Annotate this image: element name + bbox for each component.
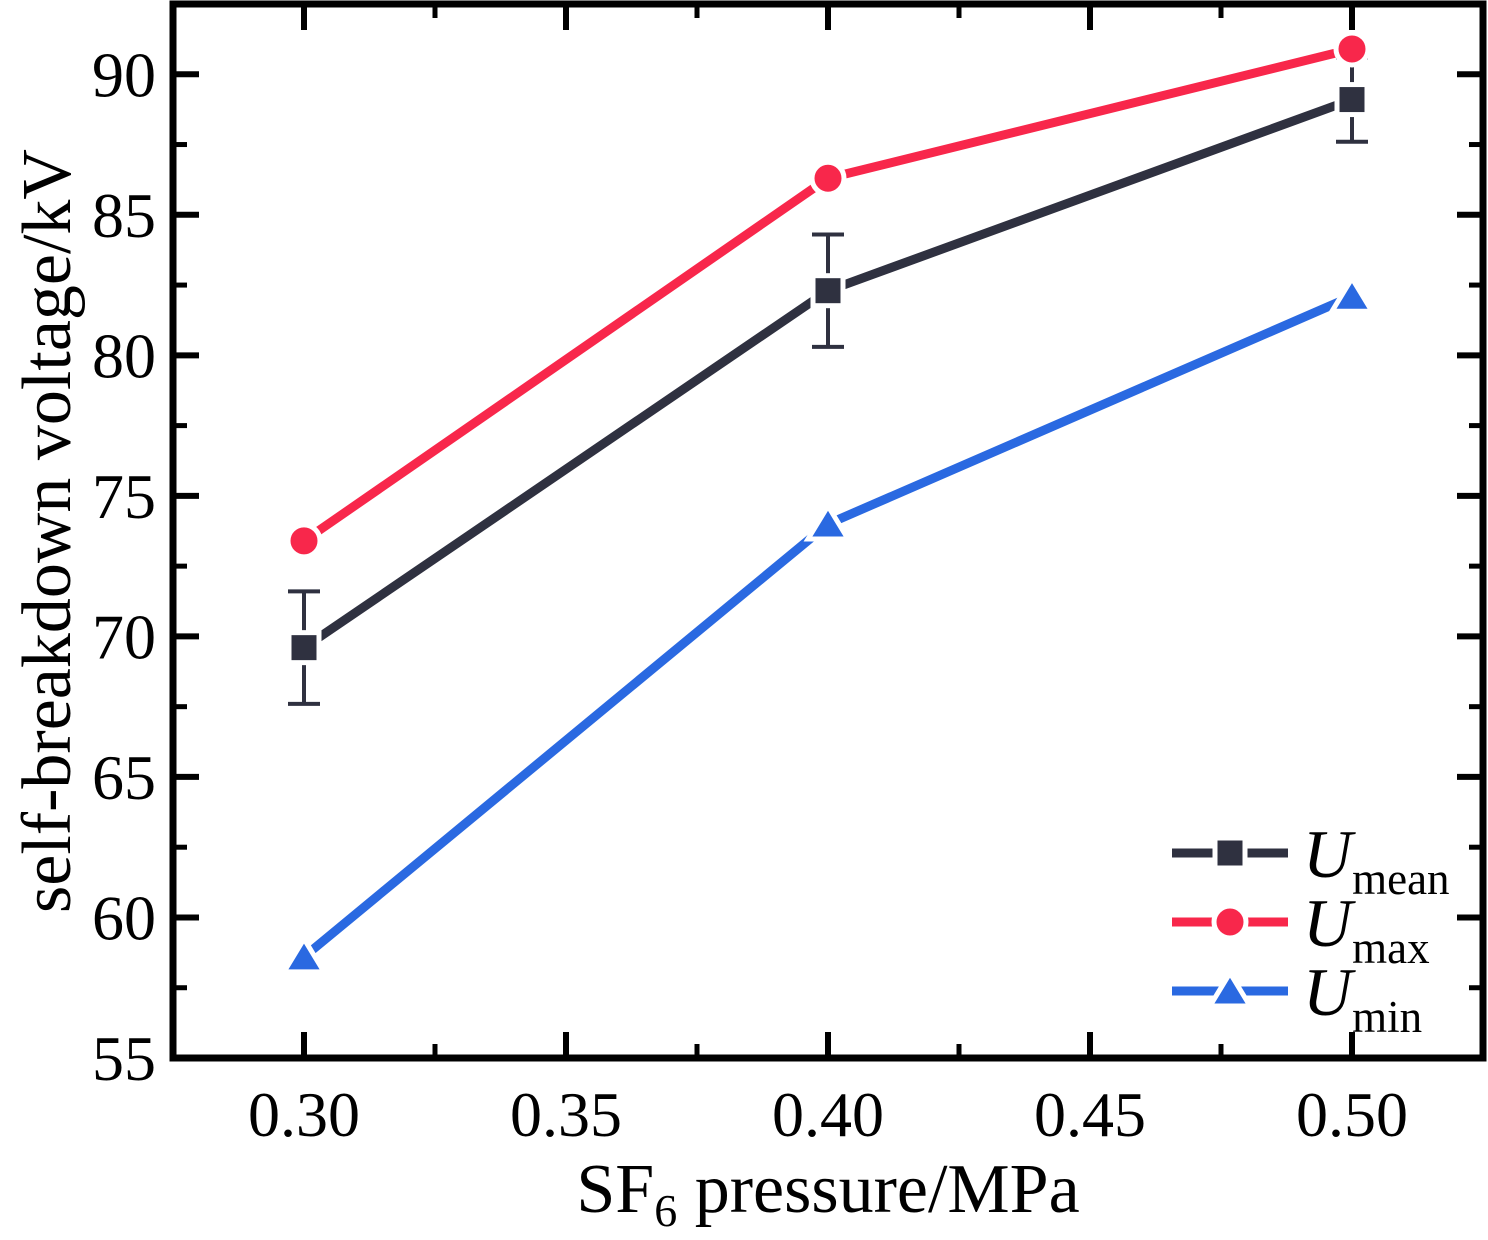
y-tick-label: 90 [92,39,156,110]
legend-label: Umean [1303,816,1450,904]
legend-square-marker [1212,835,1248,871]
y-tick-label: 75 [92,461,156,532]
plot-frame [169,0,1487,1062]
legend-circle-marker [1211,903,1249,941]
y-tick-label: 60 [92,882,156,953]
x-tick-label: 0.35 [510,1079,622,1150]
legend-label: Umax [1303,885,1430,973]
series-U_min-markers [279,273,1377,975]
series-layer [279,30,1377,975]
x-tick-label: 0.40 [772,1079,884,1150]
y-tick-label: 85 [92,180,156,251]
circle-marker [1333,30,1371,68]
x-tick-label: 0.45 [1034,1079,1146,1150]
y-tick-label: 55 [92,1023,156,1094]
series-U_mean [288,55,1368,706]
plot-frame-layer [169,0,1487,1062]
axis-labels-layer: 0.30 0.35 0.40 0.45 0.50 55 60 65 70 75 80 85 90 SF6 … [9,39,1408,1236]
circle-marker [809,159,847,197]
legend-entry-U_max: Umax [1172,885,1430,973]
legend-entry-U_min: Umin [1172,954,1422,1042]
y-tick-label: 70 [92,601,156,672]
y-axis-label: self-breakdown voltage/kV [9,149,86,913]
triangle-marker [803,501,853,542]
series-U_min [301,292,1354,961]
series-U_mean-markers [286,82,1370,666]
x-axis-label: SF6 pressure/MPa [576,1151,1079,1236]
square-marker [810,273,846,309]
x-tick-label: 0.50 [1296,1079,1408,1150]
legend-entry-U_mean: Umean [1172,816,1450,904]
y-tick-label: 65 [92,742,156,813]
square-marker [1334,82,1370,118]
series-U_max-markers [285,30,1371,560]
triangle-marker [279,933,329,975]
series-line [301,292,1354,961]
legend-triangle-marker [1205,968,1255,1009]
square-marker [286,630,322,666]
x-tick-label: 0.30 [248,1079,360,1150]
legend-label: Umin [1303,954,1422,1042]
triangle-marker [1327,273,1377,314]
y-tick-label: 80 [92,320,156,391]
circle-marker [285,522,323,560]
